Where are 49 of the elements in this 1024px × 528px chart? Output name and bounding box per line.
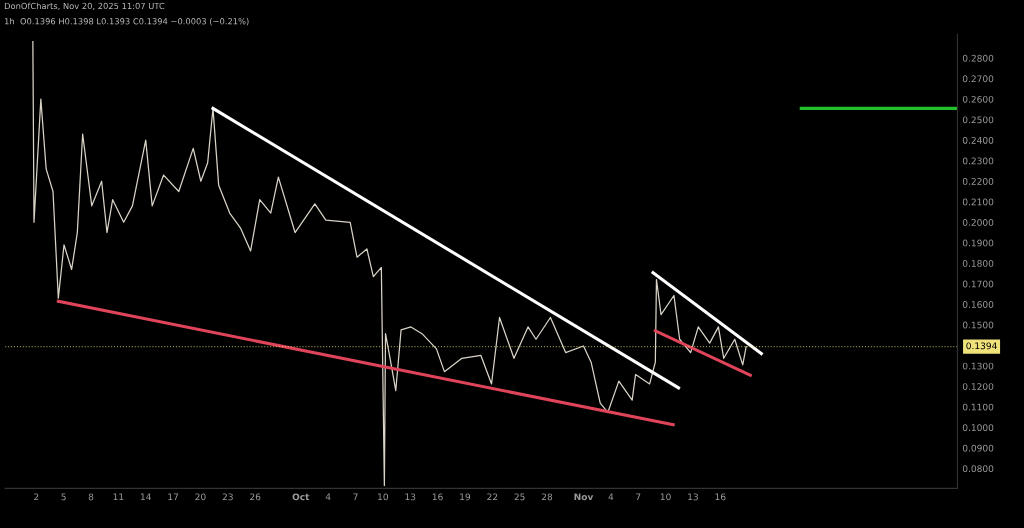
x-tick-label: 17 (168, 493, 179, 501)
x-tick-label: 4 (325, 493, 331, 501)
y-tick-label: 0.2500 (962, 116, 994, 124)
y-tick-label: 0.2300 (962, 157, 994, 165)
y-tick-label: 0.2800 (962, 54, 994, 62)
y-tick-label: 0.0900 (962, 444, 994, 452)
y-tick-label: 0.1600 (962, 301, 994, 308)
x-tick-label: Nov (574, 493, 594, 501)
x-tick-label: 5 (61, 493, 66, 501)
y-tick-label: 0.1900 (962, 239, 994, 247)
x-tick-label: 16 (432, 493, 443, 501)
x-tick-label: 7 (353, 493, 358, 501)
x-tick-label: 25 (514, 493, 525, 501)
x-tick-label: 13 (405, 493, 416, 501)
x-tick-label: Oct (292, 493, 310, 501)
chart-subtitle: 1h O0.1396 H0.1398 L0.1393 C0.1394 −0.0003 (−0.21%) (5, 17, 249, 26)
x-tick-label: 26 (250, 493, 261, 501)
x-tick-label: 20 (195, 493, 206, 501)
x-tick-label: 14 (140, 493, 151, 501)
x-tick-label: 4 (608, 493, 614, 501)
x-tick-label: 8 (88, 493, 94, 501)
y-tick-label: 0.1500 (962, 321, 994, 329)
y-tick-label: 0.2200 (962, 177, 994, 185)
x-tick-label: 13 (688, 493, 698, 501)
y-tick-label: 0.2600 (962, 95, 994, 103)
x-tick-label: 11 (113, 493, 124, 501)
chart-title: DonOfCharts, Nov 20, 2025 11:07 UTC (4, 2, 165, 10)
y-tick-label: 0.1700 (962, 280, 994, 288)
y-tick-label: 0.1200 (962, 383, 994, 390)
y-tick-label: 0.2000 (962, 219, 994, 226)
y-tick-label: 0.1800 (962, 260, 994, 267)
x-tick-label: 23 (222, 493, 233, 501)
x-tick-label: 19 (460, 493, 471, 501)
x-tick-label: 22 (487, 493, 498, 501)
x-tick-label: 2 (34, 493, 39, 501)
x-tick-label: 7 (636, 493, 641, 501)
x-tick-label: 10 (378, 493, 388, 501)
y-tick-label: 0.1100 (962, 403, 994, 411)
ref-line-label: 0.1394 (966, 342, 997, 350)
y-tick-label: 0.2400 (962, 136, 994, 144)
x-tick-label: 10 (660, 493, 671, 501)
line-series (32, 41, 747, 487)
y-tick-label: 0.1000 (962, 424, 994, 432)
y-tick-label: 0.2700 (962, 75, 994, 83)
x-tick-label: 16 (715, 493, 726, 501)
y-tick-label: 0.2100 (962, 198, 994, 206)
x-tick-label: 28 (541, 493, 553, 501)
y-tick-label: 0.1300 (962, 362, 994, 370)
y-tick-label: 0.0800 (962, 465, 994, 473)
